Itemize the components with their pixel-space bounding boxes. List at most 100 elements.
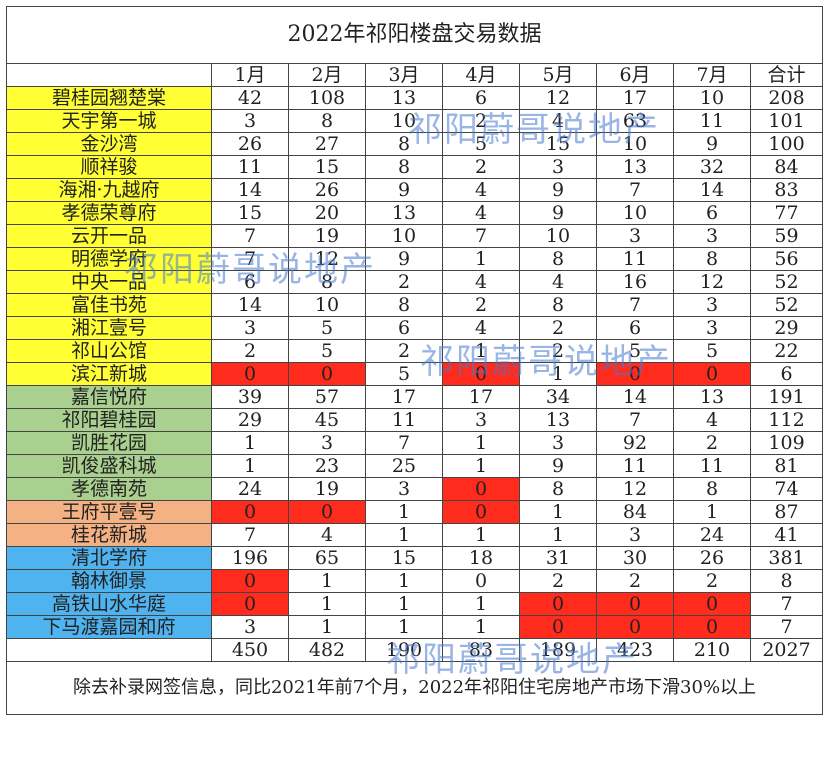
month-value-cell: 7 [596, 408, 674, 432]
month-value-cell: 5 [288, 339, 366, 363]
row-total-cell: 7 [749, 592, 824, 616]
month-total-cell: 190 [365, 638, 443, 662]
month-value-cell: 24 [673, 523, 751, 547]
month-value-cell: 8 [519, 247, 597, 271]
project-name-cell: 凯胜花园 [6, 431, 212, 455]
month-value-cell: 13 [365, 86, 443, 110]
month-value-cell: 3 [288, 431, 366, 455]
month-value-cell: 1 [211, 454, 289, 478]
month-value-cell: 4 [442, 270, 520, 294]
month-value-cell: 7 [596, 178, 674, 202]
totals-row: 450 482 190 83 189 423 210 2027 [6, 638, 824, 662]
row-total-cell: 74 [749, 477, 824, 501]
month-value-cell: 8 [673, 477, 751, 501]
month-value-cell: 1 [211, 431, 289, 455]
project-name-cell: 天宇第一城 [6, 109, 212, 133]
month-value-cell: 7 [596, 293, 674, 317]
month-value-cell: 19 [288, 224, 366, 248]
month-value-cell: 32 [673, 155, 751, 179]
month-value-cell: 8 [365, 132, 443, 156]
month-value-cell: 9 [519, 454, 597, 478]
month-value-cell: 4 [442, 316, 520, 340]
row-total-cell: 41 [749, 523, 824, 547]
month-value-cell: 26 [288, 178, 366, 202]
row-total-cell: 22 [749, 339, 824, 363]
month-value-cell: 12 [673, 270, 751, 294]
month-value-cell: 9 [519, 201, 597, 225]
month-value-cell: 1 [365, 500, 443, 524]
month-value-cell: 8 [288, 270, 366, 294]
month-value-cell: 8 [365, 293, 443, 317]
month-total-cell: 2027 [749, 638, 824, 662]
table-row: 孝德南苑 24 19 3 0 8 12 8 74 [6, 477, 824, 501]
month-value-cell: 11 [596, 247, 674, 271]
month-value-cell: 9 [519, 178, 597, 202]
column-header: 4月 [442, 63, 520, 87]
month-value-cell: 57 [288, 385, 366, 409]
month-value-cell: 11 [365, 408, 443, 432]
month-value-cell: 3 [365, 477, 443, 501]
month-value-cell: 2 [211, 339, 289, 363]
project-name-cell: 中央一品 [6, 270, 212, 294]
column-header: 1月 [211, 63, 289, 87]
month-value-cell: 17 [596, 86, 674, 110]
month-value-cell: 196 [211, 546, 289, 570]
month-value-cell: 0 [211, 500, 289, 524]
month-value-cell: 1 [365, 523, 443, 547]
month-value-cell: 4 [673, 408, 751, 432]
month-value-cell: 11 [596, 454, 674, 478]
month-value-cell: 0 [596, 362, 674, 386]
month-value-cell: 12 [288, 247, 366, 271]
table-row: 清北学府 196 65 15 18 31 30 26 381 [6, 546, 824, 570]
month-value-cell: 2 [519, 316, 597, 340]
month-value-cell: 5 [673, 339, 751, 363]
row-total-cell: 84 [749, 155, 824, 179]
month-value-cell: 10 [365, 109, 443, 133]
month-value-cell: 5 [365, 362, 443, 386]
project-name-cell: 孝德南苑 [6, 477, 212, 501]
month-value-cell: 2 [442, 293, 520, 317]
row-total-cell: 7 [749, 615, 824, 639]
month-total-cell: 189 [519, 638, 597, 662]
row-total-cell: 381 [749, 546, 824, 570]
month-value-cell: 10 [519, 224, 597, 248]
month-value-cell: 5 [596, 339, 674, 363]
row-total-cell: 87 [749, 500, 824, 524]
month-value-cell: 92 [596, 431, 674, 455]
month-value-cell: 3 [673, 224, 751, 248]
table-row: 凯俊盛科城 1 23 25 1 9 11 11 81 [6, 454, 824, 478]
month-value-cell: 15 [519, 132, 597, 156]
project-name-cell: 王府平壹号 [6, 500, 212, 524]
project-name-cell: 祁山公馆 [6, 339, 212, 363]
data-sheet: 2022年祁阳楼盘交易数据 1月 2月 3月 4月 5月 6月 7月 合计 碧桂园翘楚棠 42 1… [5, 6, 824, 758]
project-name-cell: 嘉信悦府 [6, 385, 212, 409]
month-total-cell: 83 [442, 638, 520, 662]
month-value-cell: 0 [596, 592, 674, 616]
month-value-cell: 2 [673, 431, 751, 455]
month-value-cell: 4 [288, 523, 366, 547]
month-value-cell: 7 [211, 224, 289, 248]
row-total-cell: 109 [749, 431, 824, 455]
table-row: 海湘·九越府 14 26 9 4 9 7 14 83 [6, 178, 824, 202]
month-value-cell: 84 [596, 500, 674, 524]
month-value-cell: 14 [211, 178, 289, 202]
month-value-cell: 12 [596, 477, 674, 501]
table-row: 顺祥骏 11 15 8 2 3 13 32 84 [6, 155, 824, 179]
month-total-cell: 450 [211, 638, 289, 662]
table-title: 2022年祁阳楼盘交易数据 [5, 6, 824, 64]
month-value-cell: 6 [365, 316, 443, 340]
totals-label-cell [6, 638, 212, 662]
month-value-cell: 2 [365, 339, 443, 363]
row-total-cell: 52 [749, 293, 824, 317]
project-name-cell: 桂花新城 [6, 523, 212, 547]
table-row: 明德学府 7 12 9 1 8 11 8 56 [6, 247, 824, 271]
month-value-cell: 0 [519, 592, 597, 616]
column-header: 5月 [519, 63, 597, 87]
project-name-cell: 金沙湾 [6, 132, 212, 156]
row-total-cell: 29 [749, 316, 824, 340]
table-row: 翰林御景 0 1 1 0 2 2 2 8 [6, 569, 824, 593]
project-name-cell: 湘江壹号 [6, 316, 212, 340]
month-value-cell: 8 [673, 247, 751, 271]
table-row: 孝德荣尊府 15 20 13 4 9 10 6 77 [6, 201, 824, 225]
row-total-cell: 83 [749, 178, 824, 202]
